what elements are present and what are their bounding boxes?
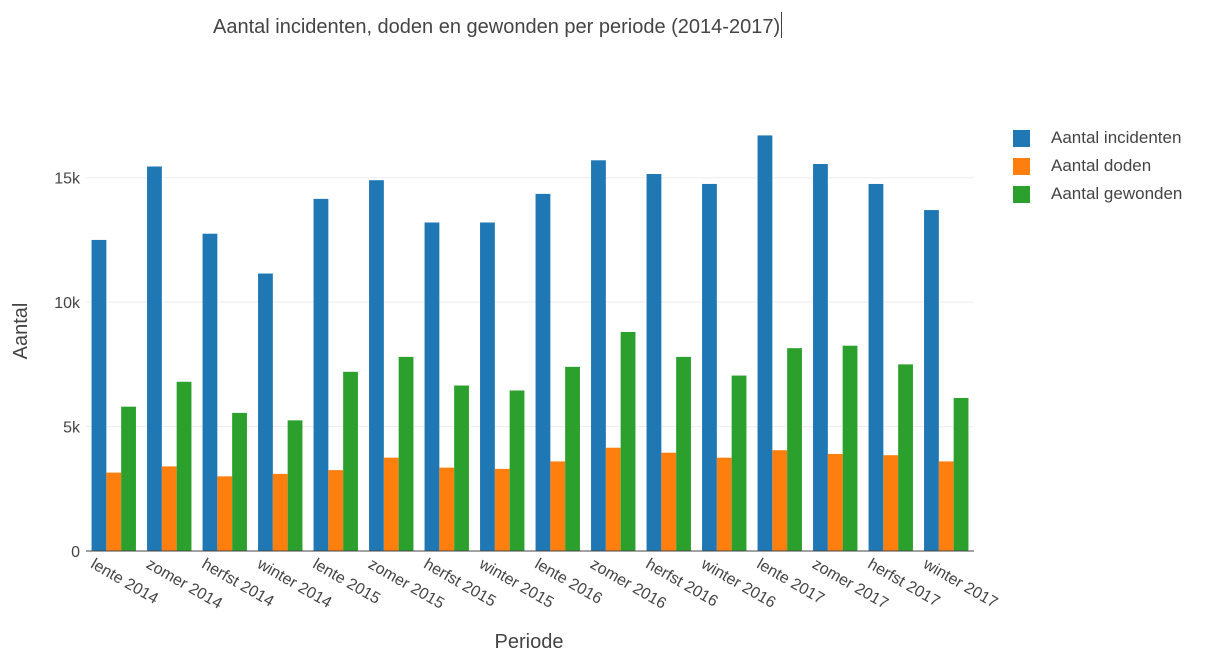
bar[interactable] — [121, 406, 136, 551]
bar[interactable] — [787, 348, 802, 551]
bar[interactable] — [509, 390, 525, 551]
bar[interactable] — [772, 450, 788, 551]
bar[interactable] — [439, 467, 455, 551]
legend-label: Aantal gewonden — [1051, 184, 1183, 203]
bar[interactable] — [258, 273, 273, 551]
bar[interactable] — [591, 160, 606, 551]
grid-layer — [86, 177, 974, 428]
bar[interactable] — [454, 385, 469, 551]
bar[interactable] — [202, 233, 218, 551]
bars-layer — [91, 135, 969, 552]
bar[interactable] — [550, 461, 566, 551]
legend-label: Aantal incidenten — [1051, 128, 1182, 147]
bar[interactable] — [494, 468, 510, 551]
legend: Aantal incidenten Aantal doden Aantal gewo… — [1013, 124, 1182, 208]
bar[interactable] — [176, 381, 192, 551]
bar[interactable] — [424, 222, 440, 551]
bar[interactable] — [106, 472, 122, 551]
y-tick-label: 10k — [54, 295, 81, 312]
bar[interactable] — [757, 135, 773, 551]
bar[interactable] — [147, 166, 162, 551]
bar[interactable] — [676, 356, 691, 551]
bar[interactable] — [716, 457, 732, 551]
y-tick-label: 15k — [54, 171, 81, 188]
bar[interactable] — [287, 420, 303, 551]
bar[interactable] — [646, 173, 662, 551]
bar[interactable] — [898, 364, 913, 551]
bar[interactable] — [924, 210, 939, 551]
y-tick-label: 5k — [63, 420, 81, 437]
legend-item[interactable]: Aantal incidenten — [1013, 124, 1182, 152]
bar[interactable] — [938, 461, 954, 551]
bar[interactable] — [91, 239, 107, 551]
bar[interactable] — [842, 345, 858, 551]
bar[interactable] — [480, 222, 495, 551]
bar[interactable] — [565, 366, 580, 551]
x-axis-title: Periode — [495, 631, 564, 653]
bar[interactable] — [953, 397, 969, 551]
bar[interactable] — [702, 183, 717, 551]
y-tick-label: 0 — [71, 544, 80, 561]
bar[interactable] — [313, 198, 329, 552]
bar[interactable] — [369, 180, 384, 551]
bar[interactable] — [868, 183, 884, 551]
bar[interactable] — [535, 193, 551, 551]
y-axis-title: Aantal — [10, 303, 32, 360]
bar[interactable] — [620, 332, 636, 551]
bar[interactable] — [161, 466, 177, 551]
legend-item[interactable]: Aantal doden — [1013, 152, 1182, 180]
legend-swatch — [1013, 157, 1030, 175]
bar[interactable] — [217, 476, 233, 551]
bar[interactable] — [272, 473, 288, 551]
bar[interactable] — [731, 375, 747, 551]
bar[interactable] — [343, 371, 358, 551]
legend-item[interactable]: Aantal gewonden — [1013, 180, 1182, 208]
bar[interactable] — [398, 356, 414, 551]
bar[interactable] — [661, 452, 677, 551]
bar[interactable] — [232, 412, 247, 551]
legend-swatch — [1013, 129, 1030, 147]
bar[interactable] — [605, 447, 621, 551]
legend-label: Aantal doden — [1051, 156, 1152, 175]
bar[interactable] — [328, 470, 344, 551]
bar[interactable] — [383, 457, 399, 551]
chart-title: Aantal incidenten, doden en gewonden per… — [213, 12, 783, 39]
bar[interactable] — [883, 455, 899, 551]
bar[interactable] — [827, 453, 843, 551]
bar[interactable] — [813, 164, 828, 551]
legend-swatch — [1013, 185, 1030, 203]
text-cursor — [781, 12, 783, 38]
